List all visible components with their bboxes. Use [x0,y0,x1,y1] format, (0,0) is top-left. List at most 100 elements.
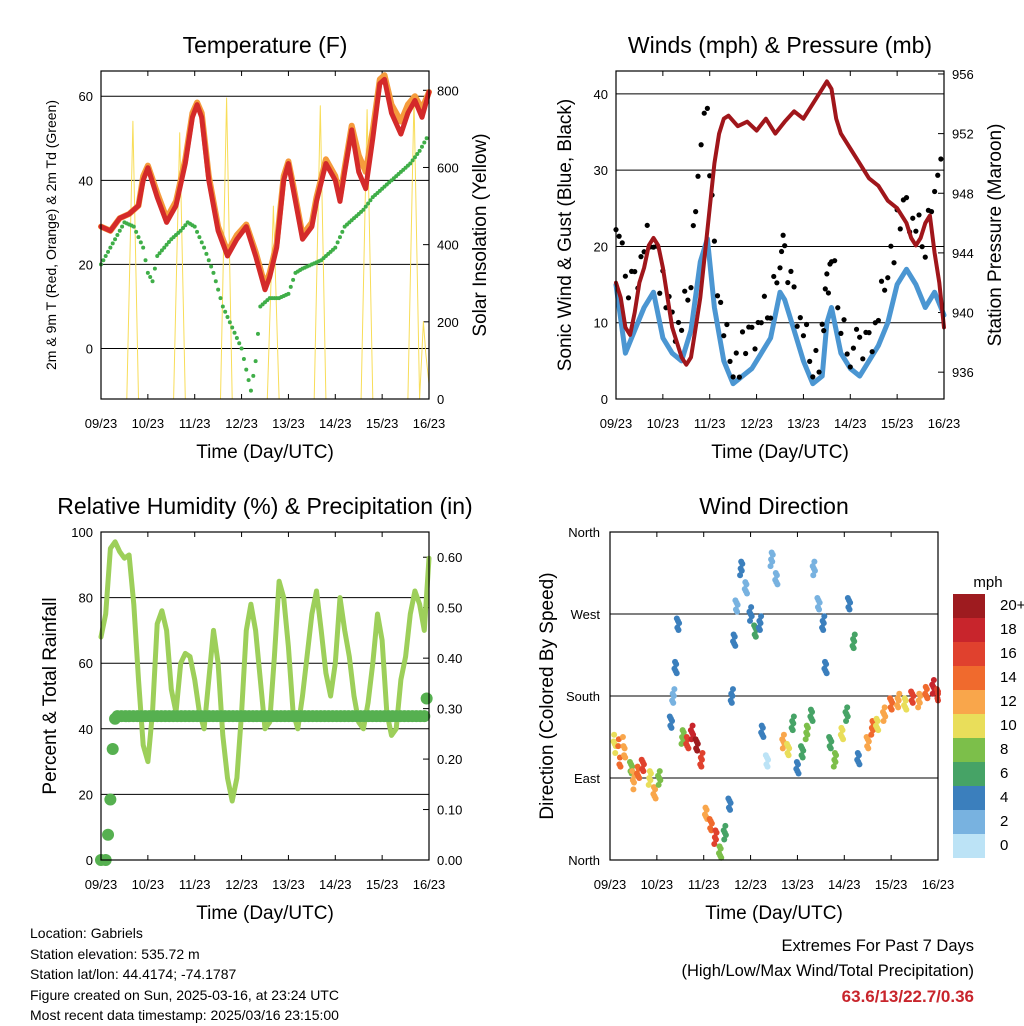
gust-point [794,323,800,329]
gust-point [714,293,721,299]
gust-point [704,105,710,111]
y-tick-label: 40 [79,722,93,737]
gust-point [850,345,857,351]
y2-axis-label: Station Pressure (Maroon) [985,124,1006,347]
station-elevation: Station elevation: 535.72 m [30,945,200,962]
direction-point [727,800,734,807]
x-tick-label: 16/23 [922,877,955,892]
dewpoint-point [197,235,202,240]
direction-point [923,686,930,693]
colorbar-swatch [953,594,985,618]
y-tick-label: West [571,607,601,622]
gust-point [797,315,803,321]
direction-point [830,763,837,770]
gust-point [938,156,944,162]
dewpoint-point [106,249,111,254]
x-tick-label: 14/23 [319,877,352,892]
direction-point [694,740,701,747]
gust-point [749,324,755,330]
x-tick-label: 11/23 [688,877,720,892]
gust-point [853,326,860,332]
direction-point [811,567,818,574]
direction-point [622,754,629,761]
direction-point [800,747,807,754]
gust-point [625,295,632,301]
extremes-value: 63.6/13/22.7/0.36 [841,987,974,1006]
dewpoint-point [183,223,188,228]
x-tick-label: 16/23 [413,416,446,431]
dewpoint-point [115,233,120,237]
station-info: Location: Gabriels Station elevation: 53… [30,923,339,1026]
x-axis-label: Time (Day/UTC) [196,442,334,463]
direction-point [816,606,823,613]
y2-tick-label: 0.20 [437,752,462,767]
precip-point [104,793,117,806]
direction-point [699,749,706,756]
x-tick-label: 12/23 [225,877,258,892]
x-tick-label: 15/23 [366,877,399,892]
gust-point [711,238,717,244]
direction-point [673,670,680,677]
x-tick-label: 10/23 [647,416,680,431]
dewpoint-point [335,240,340,245]
direction-point [698,756,705,763]
gust-point [882,287,888,293]
colorbar-label: 4 [1000,789,1008,806]
y2-tick-label: 0.10 [437,803,462,818]
dewpoint-point [204,251,209,256]
gust-point [774,280,780,286]
y2-tick-label: 0.30 [437,702,462,717]
y2-tick-label: 0 [437,392,444,407]
y2-tick-label: 952 [952,127,974,142]
direction-point [844,704,851,711]
direction-point [865,745,872,752]
y-tick-label: 60 [79,89,93,104]
direction-point [855,752,862,759]
x-tick-label: 11/23 [179,877,211,892]
colorbar-label: 8 [1000,741,1008,758]
gust-point [791,284,797,290]
direction-point [847,599,854,606]
y2-axis-label: Solar Insolation (Yellow) [470,133,491,336]
colorbar-swatch [953,714,985,738]
direction-point [902,697,909,704]
y-tick-label: 10 [594,316,608,331]
y2-tick-label: 956 [952,67,974,82]
y2-tick-label: 600 [437,160,459,175]
colorbar-label: 0 [1000,837,1008,854]
dewpoint-point [241,357,246,362]
direction-point [629,763,636,770]
winds-pressure-chart: Winds (mph) & Pressure (mb) Time (Day/UTC… [555,32,1006,463]
y-tick-label: 60 [79,656,93,671]
direction-point [732,642,739,649]
direction-point [669,718,676,725]
y2-tick-label: 936 [952,365,974,380]
x-tick-label: 13/23 [272,416,305,431]
gust-point [638,254,644,260]
direction-point [769,551,776,558]
dewpoint-point [251,373,256,378]
y-tick-label: 100 [71,525,93,540]
dewpoint-point [361,207,366,212]
gust-point [919,244,925,250]
y2-tick-label: 0.50 [437,601,462,616]
colorbar-label: 10 [1000,717,1017,734]
direction-point [804,731,811,738]
direction-point [640,768,647,775]
gust-point [821,328,827,334]
gust-point [869,349,875,355]
extremes-title: Extremes For Past 7 Days [781,937,974,955]
gust-point [736,374,742,380]
gust-point [768,315,774,321]
direction-point [851,638,858,645]
direction-point [748,604,755,611]
plot-frame [100,70,430,400]
colorbar-label: 18 [1000,621,1017,638]
direction-point [896,690,903,697]
direction-point [865,738,872,745]
direction-point [850,645,857,652]
precip-point [102,828,115,841]
dewpoint-point [117,228,122,233]
direction-point [823,661,830,668]
direction-point [673,661,680,668]
